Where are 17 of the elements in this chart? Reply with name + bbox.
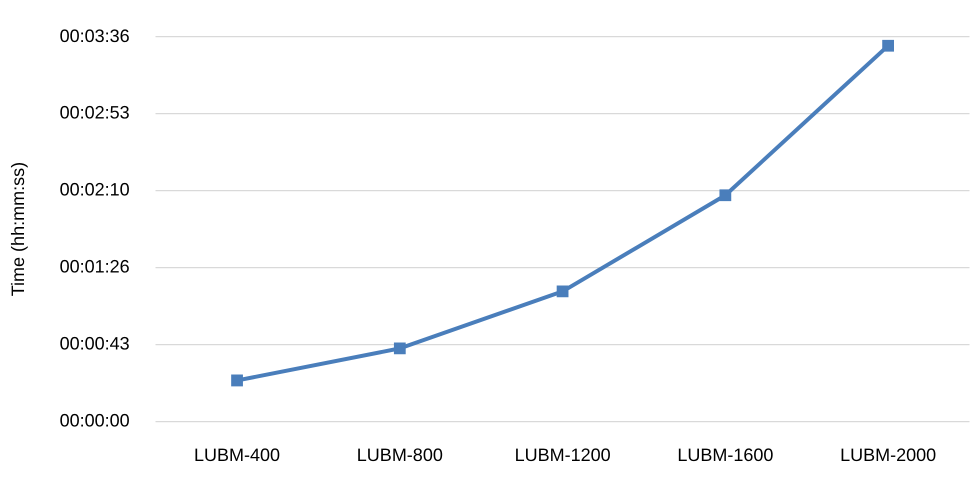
y-tick-label: 00:00:43 (60, 333, 130, 354)
x-tick-label: LUBM-1600 (677, 445, 774, 466)
point (719, 189, 732, 202)
y-tick-label: 00:01:26 (60, 256, 130, 277)
x-tick-label: LUBM-2000 (840, 445, 936, 466)
point (882, 40, 894, 52)
x-tick-label: LUBM-400 (194, 445, 280, 466)
y-tick-label: 00:03:36 (60, 26, 130, 46)
y-tick-label: 00:02:10 (60, 180, 130, 200)
x-tick-label: LUBM-1200 (514, 445, 611, 466)
y-tick-label: 00:02:53 (60, 102, 130, 123)
point (556, 286, 568, 298)
point (231, 374, 243, 386)
y-axis-title: Time (hh:mm:ss) (8, 162, 28, 296)
x-tick-label: LUBM-800 (356, 445, 443, 466)
y-tick-label: 00:00:00 (60, 410, 130, 430)
point (394, 342, 406, 354)
